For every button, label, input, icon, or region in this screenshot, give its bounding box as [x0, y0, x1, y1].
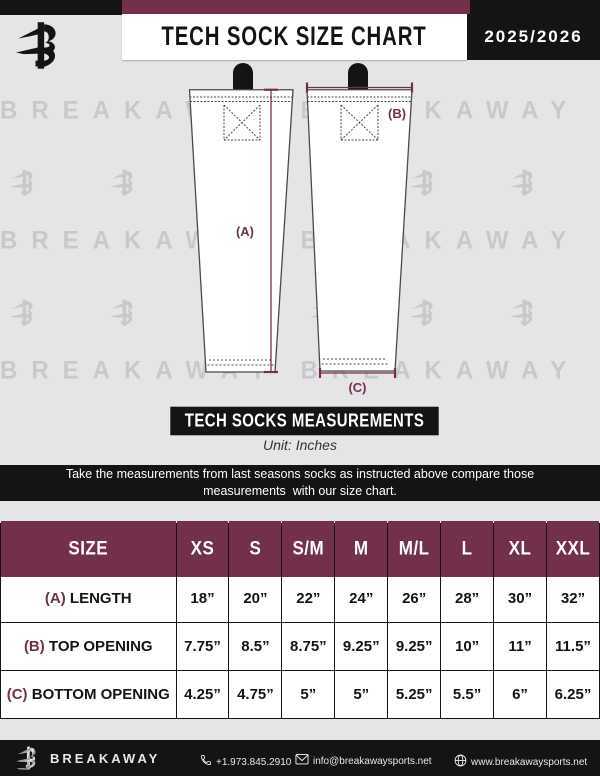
svg-text:(A): (A): [236, 224, 254, 239]
svg-text:(B): (B): [388, 106, 406, 121]
svg-text:(C): (C): [348, 380, 366, 395]
